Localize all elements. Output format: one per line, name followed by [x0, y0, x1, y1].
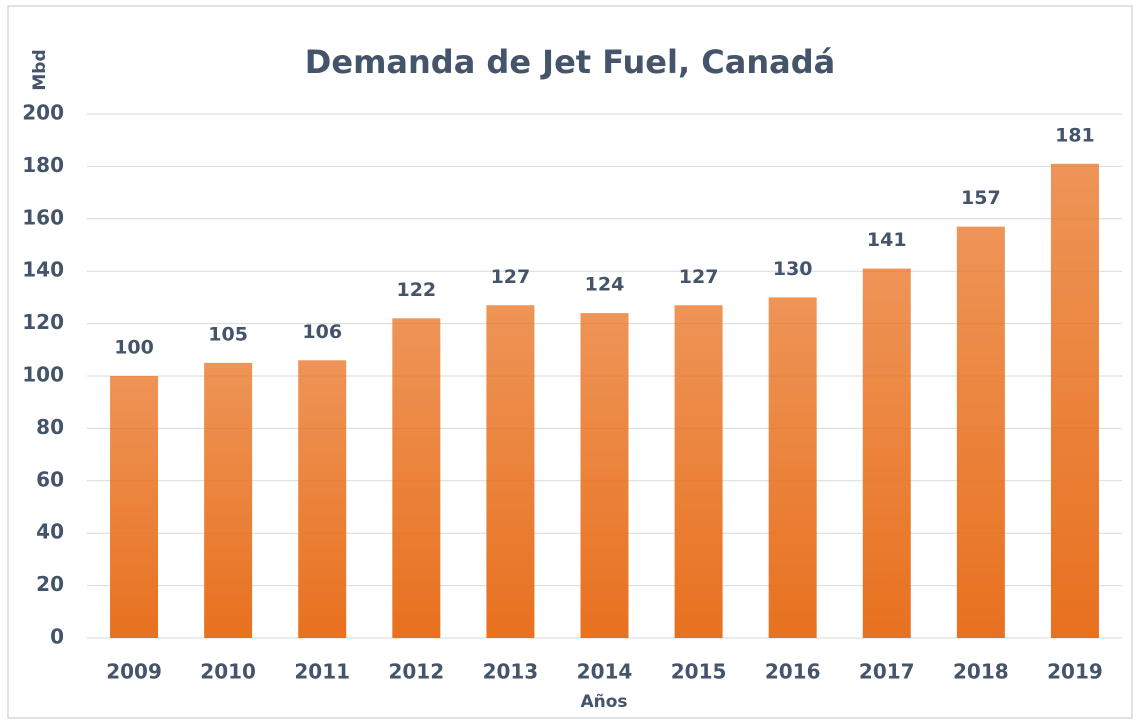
bar [768, 297, 817, 638]
value-label: 124 [585, 274, 625, 296]
y-tick-label: 100 [22, 363, 64, 387]
x-tick-label: 2013 [483, 660, 539, 684]
chart-frame [7, 5, 1133, 719]
bar [1050, 163, 1099, 638]
value-label: 100 [114, 337, 154, 359]
bar [956, 226, 1005, 638]
bar [674, 305, 723, 638]
y-tick-label: 160 [22, 205, 64, 229]
x-tick-label: 2018 [953, 660, 1009, 684]
value-label: 106 [302, 321, 342, 343]
bar [392, 318, 441, 638]
bar [862, 268, 911, 638]
bar [580, 313, 629, 638]
x-tick-label: 2011 [294, 660, 350, 684]
value-label: 122 [396, 279, 436, 301]
value-label: 105 [208, 323, 248, 345]
value-label: 127 [679, 266, 719, 288]
y-tick-label: 40 [36, 520, 64, 544]
value-label: 181 [1055, 124, 1095, 146]
value-label: 130 [773, 258, 813, 280]
y-tick-label: 120 [22, 310, 64, 334]
y-tick-label: 0 [50, 625, 64, 649]
x-tick-label: 2012 [388, 660, 444, 684]
x-tick-label: 2019 [1047, 660, 1103, 684]
bar [204, 362, 253, 638]
x-tick-label: 2015 [671, 660, 727, 684]
y-tick-label: 200 [22, 101, 64, 125]
y-tick-label: 60 [36, 467, 64, 491]
value-label: 141 [867, 229, 907, 251]
bar [298, 360, 347, 638]
y-tick-label: 80 [36, 415, 64, 439]
y-tick-label: 140 [22, 258, 64, 282]
chart-title: Demanda de Jet Fuel, Canadá [305, 43, 835, 81]
bar [486, 305, 535, 638]
x-tick-label: 2016 [765, 660, 821, 684]
x-tick-label: 2014 [577, 660, 633, 684]
x-tick-label: 2010 [200, 660, 256, 684]
x-tick-label: 2009 [106, 660, 162, 684]
x-tick-label: 2017 [859, 660, 915, 684]
value-label: 157 [961, 187, 1001, 209]
y-tick-label: 180 [22, 153, 64, 177]
value-label: 127 [491, 266, 531, 288]
y-tick-label: 20 [36, 572, 64, 596]
y-axis-label: Mbd [30, 49, 50, 90]
x-axis-label: Años [580, 692, 627, 712]
bar [110, 376, 159, 638]
